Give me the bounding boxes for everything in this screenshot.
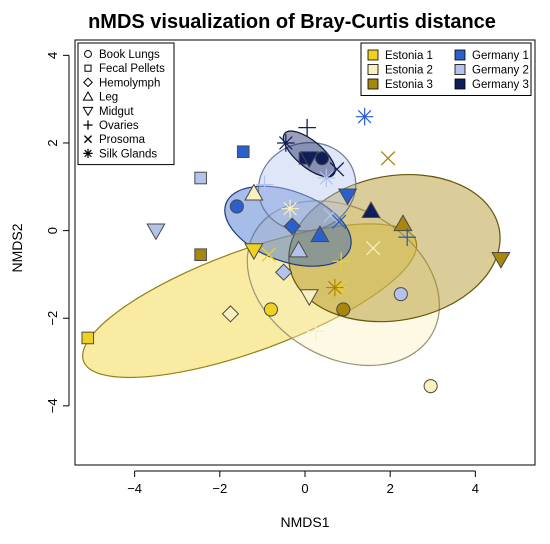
group-legend-label: Estonia 3 bbox=[385, 79, 433, 91]
data-points bbox=[81, 107, 511, 394]
tissue-legend-label: Leg bbox=[99, 92, 118, 104]
point-germany-2-triangle-up bbox=[288, 240, 309, 258]
tissue-legend-label: Midgut bbox=[99, 106, 134, 118]
tissue-legend-item-leg: Leg bbox=[82, 90, 118, 104]
point-germany-2-diamond bbox=[274, 263, 293, 281]
point-germany-1-cross bbox=[331, 214, 347, 230]
group-legend-label: Germany 2 bbox=[472, 65, 529, 77]
point-estonia-2-triangle-up bbox=[244, 183, 264, 201]
x-tick-label: 2 bbox=[387, 481, 394, 496]
group-legend-box bbox=[360, 42, 532, 96]
x-tick-label: −4 bbox=[127, 481, 142, 496]
x-tick-label: −2 bbox=[212, 481, 227, 496]
point-germany-3-triangle-up bbox=[361, 201, 381, 218]
point-germany-1-diamond bbox=[283, 217, 301, 235]
point-germany-3-triangle-down bbox=[299, 151, 319, 169]
point-germany-2-cross bbox=[323, 207, 338, 223]
group-legend: Estonia 1 Estonia 2 Estonia 3 Germany 1 Germ… bbox=[360, 42, 532, 96]
point-germany-1-triangle-up bbox=[310, 225, 330, 243]
point-germany-1-plus bbox=[398, 228, 417, 246]
point-estonia-1-cross bbox=[261, 247, 277, 262]
point-estonia-2-asterisk bbox=[281, 199, 299, 218]
tissue-legend-item-ovaries: Ovaries bbox=[83, 120, 139, 132]
point-germany-1-triangle-down bbox=[337, 188, 358, 206]
chart-title: nMDS visualization of Bray-Curtis distan… bbox=[88, 11, 496, 33]
group-legend-item-germany-1: Germany 1 bbox=[454, 49, 529, 62]
point-germany-3-plus bbox=[298, 118, 316, 137]
point-germany-1-square bbox=[236, 145, 250, 159]
group-legend-item-estonia-1: Estonia 1 bbox=[367, 49, 433, 62]
tissue-legend-label: Fecal Pellets bbox=[99, 63, 165, 75]
point-germany-2-asterisk bbox=[317, 169, 336, 187]
x-axis-label: NMDS1 bbox=[280, 514, 329, 530]
point-germany-2-triangle-down bbox=[146, 223, 166, 241]
tissue-legend-label: Prosoma bbox=[99, 134, 146, 146]
point-germany-2-plus bbox=[255, 175, 274, 194]
tissue-legend-item-silk-glands: Silk Glands bbox=[83, 148, 157, 160]
tissue-legend-item-prosoma: Prosoma bbox=[83, 134, 146, 146]
tissue-legend-box bbox=[77, 42, 175, 166]
x-tick-label: 0 bbox=[301, 481, 308, 496]
point-germany-2-circle bbox=[393, 287, 408, 302]
y-tick-label: 2 bbox=[45, 139, 60, 146]
group-legend-label: Germany 1 bbox=[472, 50, 529, 62]
y-tick-label: −2 bbox=[45, 311, 60, 326]
tissue-legend-item-midgut: Midgut bbox=[82, 106, 134, 118]
point-estonia-3-cross bbox=[380, 151, 396, 166]
plot-frame bbox=[74, 39, 536, 466]
point-germany-3-circle bbox=[314, 151, 330, 166]
tissue-legend-item-fecal-pellets: Fecal Pellets bbox=[84, 63, 165, 75]
point-germany-1-asterisk bbox=[355, 107, 374, 126]
point-germany-3-cross bbox=[329, 161, 345, 177]
point-estonia-2-triangle-down bbox=[299, 289, 319, 307]
axes: −4 −2 0 2 4 −4 −2 0 2 4 bbox=[45, 52, 479, 496]
x-tick-label: 4 bbox=[472, 481, 479, 496]
group-legend-item-germany-2: Germany 2 bbox=[454, 64, 529, 77]
point-estonia-2-circle bbox=[423, 379, 438, 394]
y-tick-label: 4 bbox=[45, 52, 60, 59]
point-germany-1-circle bbox=[229, 199, 244, 214]
confidence-ellipses bbox=[82, 130, 501, 379]
point-estonia-1-triangle-down bbox=[244, 243, 264, 261]
tissue-legend-label: Hemolymph bbox=[99, 77, 160, 89]
point-estonia-2-cross bbox=[365, 240, 381, 256]
point-estonia-3-square bbox=[194, 248, 207, 261]
group-legend-label: Germany 3 bbox=[472, 79, 529, 91]
point-germany-3-asterisk bbox=[277, 134, 295, 152]
point-estonia-3-triangle-up bbox=[393, 214, 413, 232]
point-germany-2-square bbox=[194, 171, 207, 185]
y-axis-label: NMDS2 bbox=[9, 223, 25, 272]
tissue-legend-label: Silk Glands bbox=[99, 148, 157, 160]
group-legend-label: Estonia 1 bbox=[385, 50, 433, 62]
tissue-legend-label: Ovaries bbox=[99, 120, 139, 132]
point-estonia-3-asterisk bbox=[326, 278, 344, 297]
point-estonia-1-square bbox=[81, 331, 95, 345]
point-estonia-2-diamond bbox=[221, 305, 240, 323]
point-estonia-3-circle bbox=[336, 302, 351, 317]
group-legend-item-estonia-3: Estonia 3 bbox=[367, 78, 433, 91]
group-legend-label: Estonia 2 bbox=[385, 65, 433, 77]
tissue-legend: Book Lungs Fecal Pellets Hemolymph Leg Midgu… bbox=[77, 42, 175, 166]
tissue-legend-item-book-lungs: Book Lungs bbox=[84, 49, 160, 61]
point-estonia-1-circle bbox=[263, 302, 278, 317]
ellipse-estonia-1 bbox=[82, 223, 418, 379]
group-legend-item-germany-3: Germany 3 bbox=[454, 78, 529, 91]
point-estonia-2-plus bbox=[306, 322, 325, 341]
y-tick-label: −4 bbox=[45, 398, 60, 413]
tissue-legend-label: Book Lungs bbox=[99, 49, 160, 61]
tissue-legend-item-hemolymph: Hemolymph bbox=[83, 77, 160, 89]
group-legend-item-estonia-2: Estonia 2 bbox=[367, 64, 433, 77]
point-estonia-3-triangle-down bbox=[491, 251, 511, 269]
point-estonia-1-plus bbox=[332, 252, 351, 271]
y-tick-label: 0 bbox=[45, 227, 60, 234]
